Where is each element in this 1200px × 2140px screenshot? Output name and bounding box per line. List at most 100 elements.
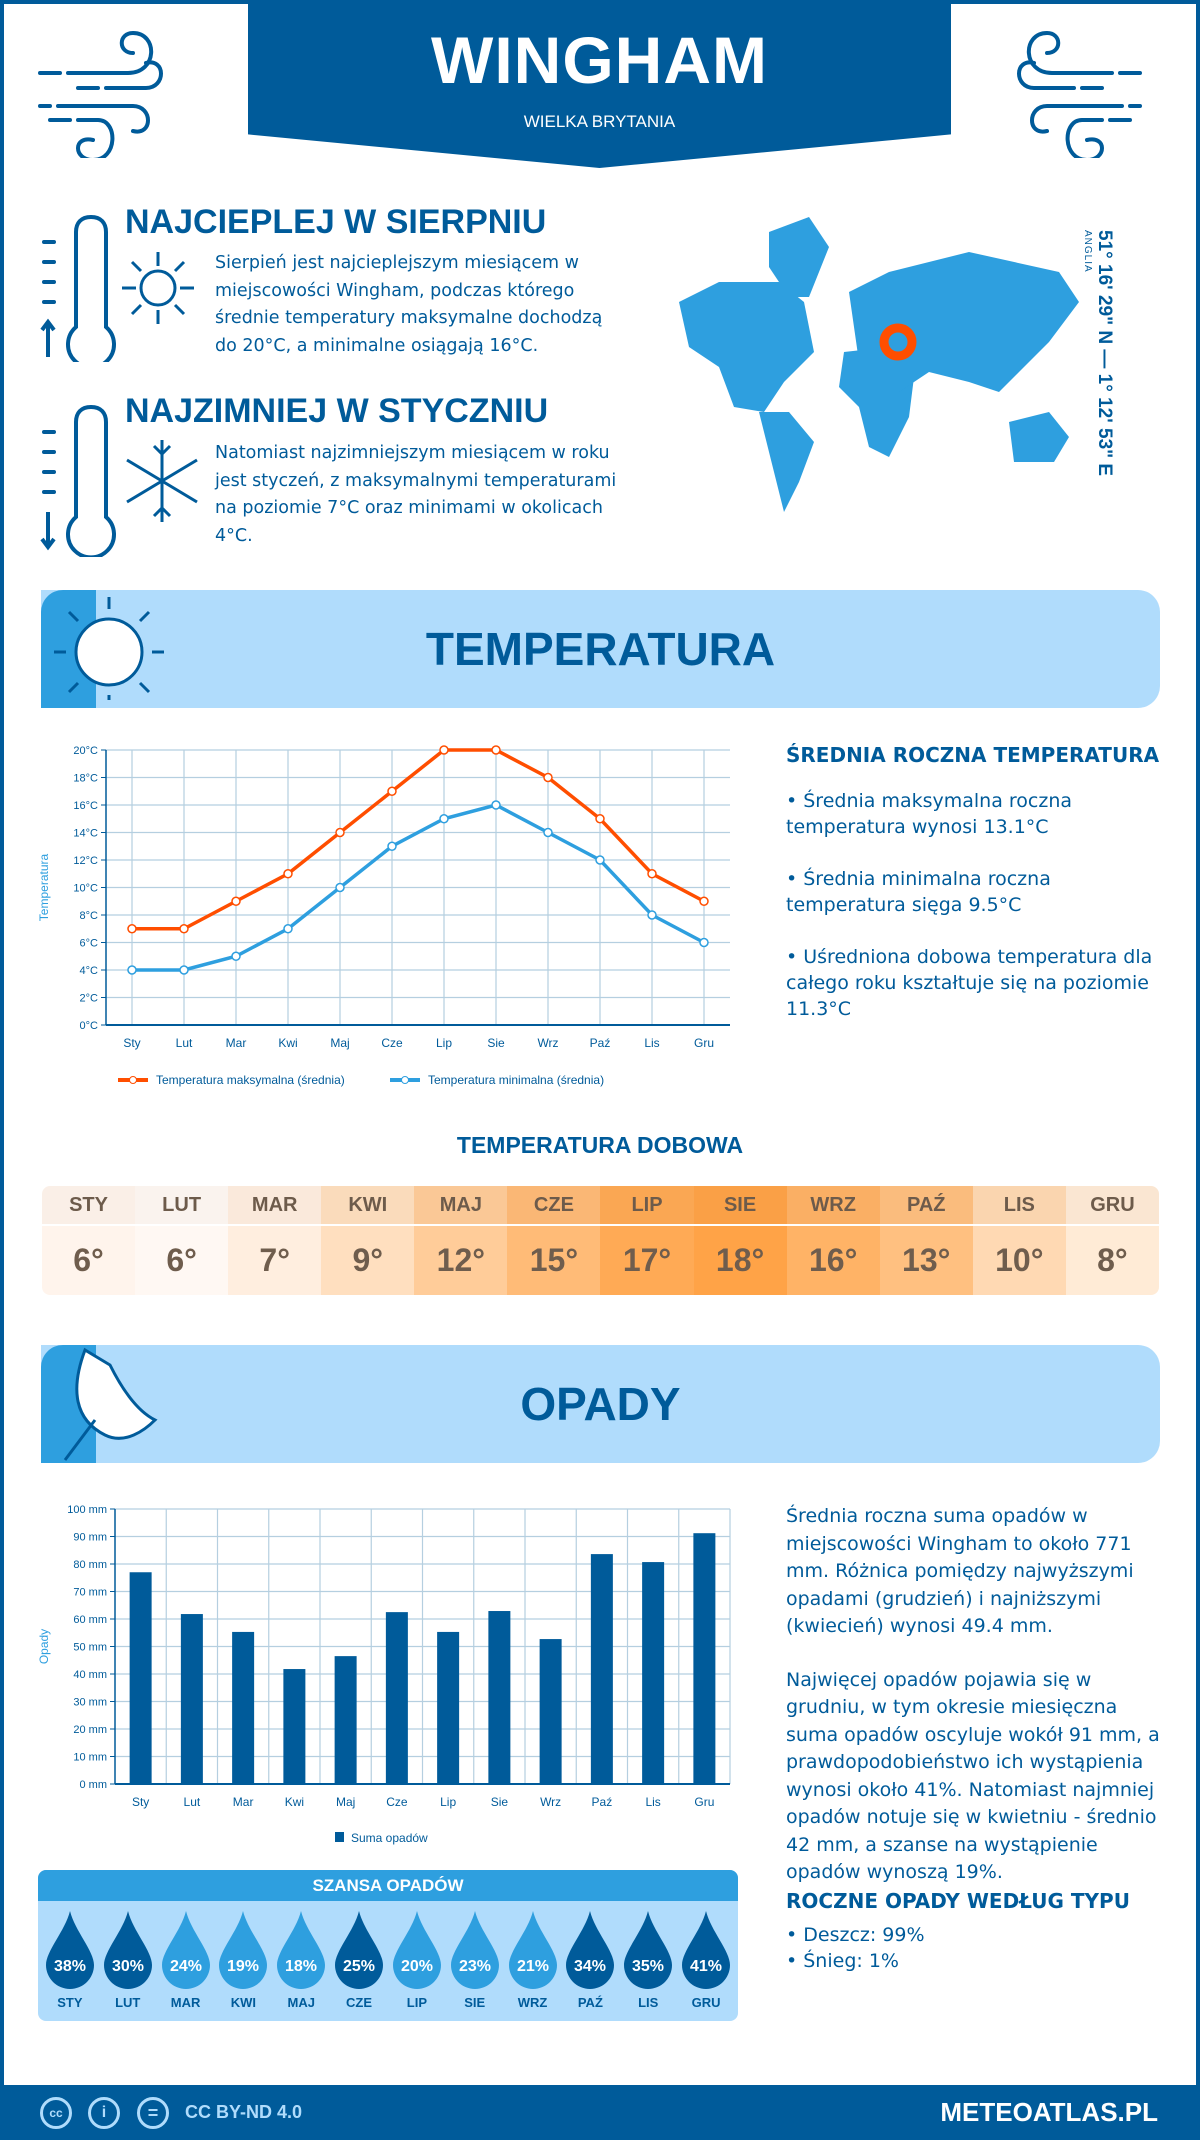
y-tick-label: 70 mm bbox=[73, 1587, 107, 1599]
data-point bbox=[231, 951, 241, 961]
x-tick-label: Sie bbox=[491, 1795, 509, 1809]
x-tick-label: Wrz bbox=[537, 1036, 558, 1050]
chance-month: GRU bbox=[691, 1995, 721, 2010]
footer: cc i = CC BY-ND 4.0 METEOATLAS.PL bbox=[0, 2085, 1200, 2140]
chance-value: 20% bbox=[401, 1958, 433, 1975]
precipitation-chance-box: SZANSA OPADÓW 38% STY 30% LUT 24% MAR 19% KWI 18… bbox=[38, 1870, 738, 2021]
data-point bbox=[439, 745, 449, 755]
raindrop-icon: 35% bbox=[624, 1911, 673, 1989]
y-tick-label: 90 mm bbox=[73, 1532, 107, 1544]
data-point bbox=[543, 772, 553, 783]
wind-icon bbox=[38, 30, 163, 158]
city-title: WINGHAM bbox=[431, 23, 768, 97]
umbrella-icon bbox=[63, 1347, 158, 1461]
thermometer-down-icon bbox=[40, 404, 116, 557]
chance-month: SIE bbox=[464, 1995, 486, 2010]
raindrop-icon: 25% bbox=[335, 1911, 384, 1989]
legend-marker bbox=[129, 1076, 137, 1084]
y-axis-label: Temperatura bbox=[37, 853, 51, 921]
chance-drop: 21% WRZ bbox=[504, 1911, 562, 2010]
y-tick-label: 2°C bbox=[80, 993, 99, 1005]
y-tick-label: 18°C bbox=[73, 773, 98, 785]
coordinates: 51° 16' 29" N — 1° 12' 53" E bbox=[1094, 230, 1115, 477]
daily-value: 16° bbox=[786, 1225, 880, 1295]
coordinates-block: 51° 16' 29" N — 1° 12' 53" E ANGLIA bbox=[1055, 230, 1115, 550]
license-link[interactable]: CC BY-ND 4.0 bbox=[185, 2102, 303, 2122]
daily-month: PAŹ bbox=[879, 1186, 973, 1226]
chance-value: 34% bbox=[574, 1958, 606, 1975]
attribution-icon[interactable]: i bbox=[88, 2097, 120, 2129]
no-derivatives-icon[interactable]: = bbox=[137, 2097, 169, 2129]
data-point bbox=[491, 800, 501, 810]
daily-month: CZE bbox=[507, 1186, 601, 1226]
chance-month: STY bbox=[57, 1995, 83, 2010]
legend-label: Temperatura minimalna (średnia) bbox=[428, 1073, 604, 1087]
raindrop-icon: 21% bbox=[508, 1911, 557, 1989]
x-tick-label: Lip bbox=[436, 1036, 452, 1050]
temperature-banner: TEMPERATURA bbox=[41, 590, 1160, 708]
warmest-title: NAJCIEPLEJ W SIERPNIU bbox=[125, 203, 547, 241]
chance-month: LUT bbox=[115, 1995, 141, 2010]
daily-value: 10° bbox=[972, 1225, 1066, 1295]
x-tick-label: Kwi bbox=[278, 1036, 297, 1050]
chance-value: 41% bbox=[690, 1958, 722, 1975]
y-tick-label: 20°C bbox=[73, 745, 98, 757]
x-tick-label: Mar bbox=[226, 1036, 247, 1050]
daily-month: GRU bbox=[1065, 1186, 1159, 1226]
series-line-min bbox=[132, 803, 705, 972]
y-tick-label: 50 mm bbox=[73, 1642, 107, 1654]
chance-month: CZE bbox=[346, 1995, 373, 2010]
x-tick-label: Paź bbox=[592, 1795, 613, 1809]
precip-bar bbox=[385, 1612, 408, 1784]
precip-details: Najwięcej opadów pojawia się w grudniu, … bbox=[786, 1668, 1160, 1884]
chance-value: 25% bbox=[343, 1958, 375, 1975]
raindrop-icon: 19% bbox=[219, 1911, 268, 1989]
daily-month: LIP bbox=[600, 1186, 694, 1226]
data-point bbox=[699, 896, 709, 906]
daily-month: STY bbox=[42, 1186, 136, 1226]
precip-bar bbox=[232, 1631, 255, 1784]
data-point bbox=[387, 841, 397, 851]
precipitation-title: OPADY bbox=[520, 1378, 681, 1430]
series-line-max bbox=[132, 748, 705, 931]
data-point bbox=[595, 814, 605, 824]
brand-link[interactable]: METEOATLAS.PL bbox=[940, 2097, 1158, 2127]
raindrop-icon: 34% bbox=[566, 1911, 615, 1989]
types-title: ROCZNE OPADY WEDŁUG TYPU bbox=[786, 1889, 1130, 1913]
raindrop-icon: 18% bbox=[277, 1911, 326, 1989]
precip-types: ROCZNE OPADY WEDŁUG TYPU • Deszcz: 99% •… bbox=[786, 1888, 1130, 1974]
raindrop-icon: 30% bbox=[103, 1911, 152, 1989]
chance-month: LIS bbox=[638, 1995, 659, 2010]
x-tick-label: Gru bbox=[694, 1795, 714, 1809]
data-point bbox=[231, 896, 241, 906]
chance-value: 35% bbox=[632, 1958, 664, 1975]
x-tick-label: Lut bbox=[184, 1795, 201, 1809]
x-tick-label: Sty bbox=[132, 1795, 149, 1809]
chance-value: 38% bbox=[54, 1958, 86, 1975]
data-point bbox=[127, 924, 137, 934]
y-tick-label: 6°C bbox=[80, 938, 99, 950]
temp-stat-min: • Średnia minimalna roczna temperatura s… bbox=[786, 868, 1051, 916]
daily-month: LUT bbox=[135, 1186, 229, 1226]
raindrop-icon: 24% bbox=[161, 1911, 210, 1989]
chance-month: PAŹ bbox=[577, 1995, 603, 2010]
data-point bbox=[127, 965, 137, 975]
header-banner bbox=[248, 0, 951, 168]
chance-month: MAJ bbox=[287, 1995, 315, 2010]
temp-stat-avg: • Uśredniona dobowa temperatura dla całe… bbox=[786, 946, 1153, 1020]
x-tick-label: Lip bbox=[440, 1795, 456, 1809]
cc-icon[interactable]: cc bbox=[40, 2097, 72, 2129]
precip-bar bbox=[129, 1572, 152, 1784]
x-tick-label: Kwi bbox=[285, 1795, 304, 1809]
data-point bbox=[283, 924, 293, 934]
chance-value: 19% bbox=[227, 1958, 259, 1975]
sun-icon bbox=[122, 252, 194, 324]
y-tick-label: 12°C bbox=[73, 855, 98, 867]
country-subtitle: WIELKA BRYTANIA bbox=[523, 112, 676, 131]
chance-drop: 34% PAŹ bbox=[561, 1911, 619, 2010]
chance-drop: 19% KWI bbox=[214, 1911, 272, 2010]
daily-value: 17° bbox=[600, 1225, 694, 1295]
chance-drop: 41% GRU bbox=[677, 1911, 735, 2010]
precip-bar bbox=[437, 1631, 460, 1784]
chance-title: SZANSA OPADÓW bbox=[38, 1870, 738, 1901]
